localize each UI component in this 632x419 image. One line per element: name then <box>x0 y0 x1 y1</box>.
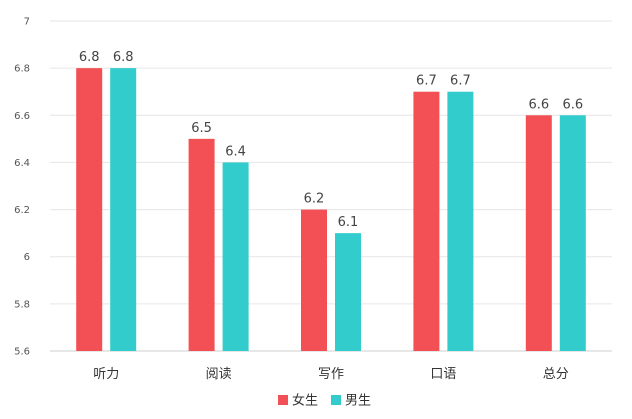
data-label: 6.6 <box>528 97 549 112</box>
bar <box>301 209 327 351</box>
data-labels: 6.8 6.8 6.5 6.4 6.2 6.1 6.7 6.7 6.6 6.6 <box>79 50 583 230</box>
bars <box>76 68 586 352</box>
y-tick-label: 6.2 <box>14 205 30 216</box>
bar <box>110 68 137 352</box>
legend-swatch <box>278 395 288 405</box>
data-label: 6.4 <box>225 144 246 159</box>
data-label: 6.7 <box>416 74 437 89</box>
legend-label: 男生 <box>345 394 371 409</box>
y-tick-label: 5.6 <box>14 347 30 358</box>
data-label: 6.6 <box>562 97 583 112</box>
bar <box>335 233 361 351</box>
legend: 女生 男生 <box>278 393 371 409</box>
y-tick-label: 6.6 <box>14 111 30 122</box>
data-label: 6.8 <box>113 50 134 65</box>
category-label: 口语 <box>430 367 456 382</box>
y-tick-label: 6.8 <box>14 64 30 75</box>
bar <box>525 115 552 352</box>
y-tick-label: 6.4 <box>14 158 30 169</box>
category-label: 总分 <box>543 367 569 382</box>
data-label: 6.5 <box>191 121 212 136</box>
category-label: 听力 <box>93 367 119 382</box>
data-label: 6.7 <box>450 74 471 89</box>
category-label: 阅读 <box>206 367 232 382</box>
bar <box>188 138 215 351</box>
y-tick-label: 5.8 <box>14 299 30 310</box>
category-label: 写作 <box>318 367 344 382</box>
legend-label: 女生 <box>292 393 318 409</box>
gridlines <box>50 20 612 352</box>
y-tick-label: 7 <box>24 17 30 28</box>
data-label: 6.2 <box>304 192 325 207</box>
data-label: 6.8 <box>79 50 100 65</box>
bar <box>447 91 474 351</box>
legend-swatch <box>331 395 341 405</box>
bar <box>222 162 249 351</box>
y-tick-label: 6 <box>24 252 30 263</box>
data-label: 6.1 <box>338 215 359 230</box>
x-axis-categories: 听力 阅读 写作 口语 总分 <box>93 367 569 382</box>
bar <box>559 115 586 352</box>
bar <box>76 68 103 352</box>
y-axis-ticks: 5.6 5.8 6 6.2 6.4 6.6 6.8 7 <box>14 17 30 358</box>
bar <box>413 91 440 351</box>
